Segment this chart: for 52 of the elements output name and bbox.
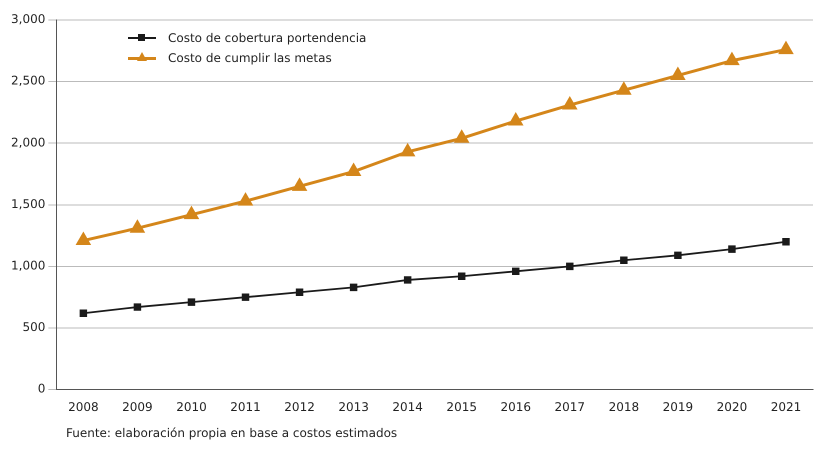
x-tick-label: 2015: [446, 400, 477, 414]
y-tick-label: 0: [38, 382, 46, 396]
x-tick-label: 2009: [122, 400, 153, 414]
y-tick-label: 1,000: [10, 258, 46, 273]
legend-label: Costo de cumplir las metas: [168, 51, 332, 65]
point: [725, 53, 739, 66]
x-tick-label: 2018: [608, 400, 640, 414]
point: [238, 194, 252, 206]
point: [620, 256, 628, 264]
x-tick-label: 2014: [392, 400, 423, 414]
point: [346, 164, 360, 176]
x-tick-label: 2011: [230, 400, 261, 414]
point: [674, 252, 682, 260]
point: [292, 178, 306, 191]
point: [242, 293, 250, 301]
point: [728, 245, 736, 253]
point: [184, 207, 198, 220]
x-tick-label: 2012: [284, 400, 315, 414]
point: [130, 220, 144, 233]
y-tick-label: 2,500: [10, 74, 46, 88]
point: [563, 98, 576, 110]
point: [566, 262, 574, 270]
y-tick-label: 3,000: [10, 12, 46, 26]
point: [80, 309, 88, 317]
point: [779, 42, 793, 54]
legend-label: Costo de cobertura portendencia: [168, 31, 366, 45]
x-tick-label: 2021: [770, 400, 802, 414]
x-tick-label: 2013: [338, 400, 369, 414]
point: [404, 276, 412, 284]
point: [76, 233, 90, 246]
point: [296, 288, 304, 296]
x-tick-label: 2008: [68, 400, 99, 414]
point: [782, 238, 790, 246]
point: [400, 144, 414, 156]
x-tick-label: 2016: [500, 400, 532, 414]
point: [617, 82, 631, 95]
y-tick-label: 1,500: [10, 196, 46, 211]
x-tick-label: 2010: [176, 400, 207, 414]
y-tick-label: 500: [22, 320, 46, 334]
source-note: Fuente: elaboración propia en base a costos estimados: [66, 426, 398, 440]
point: [134, 303, 142, 311]
point: [458, 272, 466, 280]
point: [350, 284, 358, 292]
point: [188, 298, 196, 306]
point: [512, 268, 520, 276]
point: [671, 68, 685, 80]
y-tick-label: 2,000: [10, 135, 46, 150]
x-tick-label: 2019: [662, 400, 694, 414]
point: [455, 130, 468, 143]
x-tick-label: 2017: [554, 400, 586, 414]
x-tick-label: 2020: [716, 400, 748, 414]
point: [509, 114, 522, 126]
